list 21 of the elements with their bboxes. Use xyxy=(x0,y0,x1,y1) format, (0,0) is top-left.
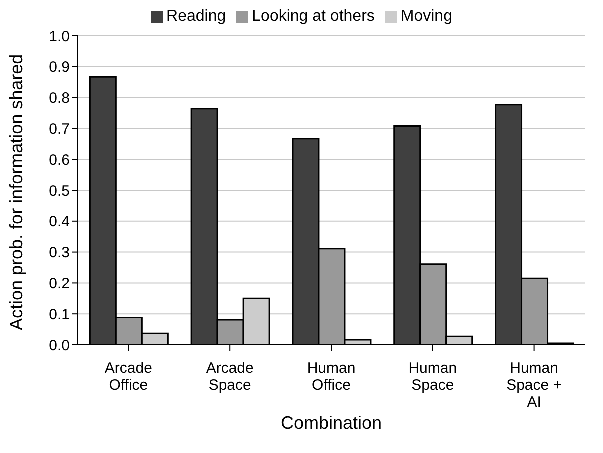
y-tick-label: 0.8 xyxy=(49,90,70,108)
y-tick-label: 1.0 xyxy=(49,28,70,46)
y-tick-label: 0.7 xyxy=(49,121,70,138)
y-tick-label: 0.3 xyxy=(49,244,70,262)
x-axis-title: Combination xyxy=(280,413,382,433)
x-tick-label: Arcade Office xyxy=(104,360,152,394)
y-tick-label: 0.5 xyxy=(49,182,70,200)
x-tick-label: Arcade Space xyxy=(206,360,254,394)
y-axis-title: Action prob. for information shared xyxy=(6,54,26,330)
legend-label: Looking at others xyxy=(252,8,375,25)
y-tick-label: 0.4 xyxy=(49,214,70,231)
legend-label: Reading xyxy=(166,8,226,25)
y-tick-label: 0.6 xyxy=(49,152,70,169)
legend-label: Moving xyxy=(400,8,452,25)
y-tick-label: 0.1 xyxy=(49,306,70,324)
x-tick-label: Human Office xyxy=(307,360,356,394)
x-tick-label: Human Space xyxy=(408,360,458,394)
y-tick-label: 0.9 xyxy=(49,59,70,76)
y-tick-label: 0.0 xyxy=(49,337,70,354)
x-tick-label: Human Space + AI xyxy=(506,360,562,411)
y-tick-label: 0.2 xyxy=(49,276,70,293)
